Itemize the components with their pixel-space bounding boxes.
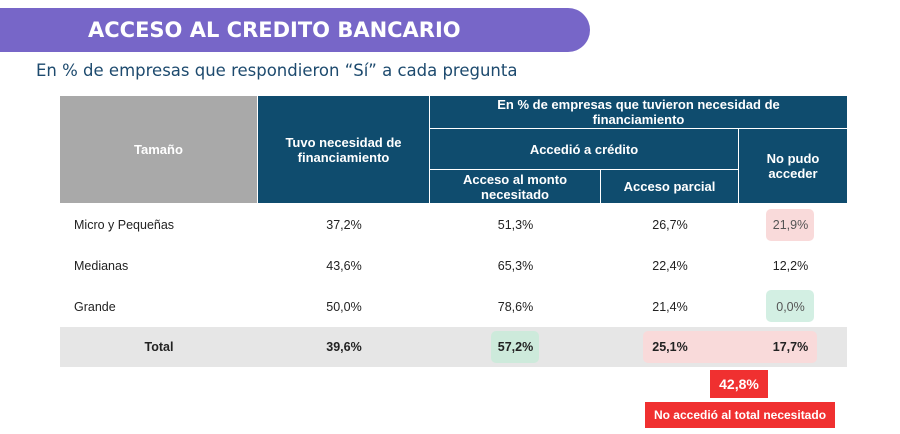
highlight-green	[766, 290, 814, 322]
header-group: En % de empresas que tuvieron necesidad …	[430, 96, 847, 129]
total-none: 17,7%	[772, 340, 809, 354]
total-size: Total	[144, 340, 174, 354]
cell-size: Grande	[74, 299, 116, 314]
cell-size: Micro y Pequeñas	[74, 217, 175, 232]
cell-none: 21,9%	[772, 217, 809, 232]
callout-value: 42,8%	[710, 370, 768, 398]
cell-partial: 21,4%	[652, 299, 688, 314]
cell-none: 0,0%	[776, 299, 805, 314]
header-accessed: Accedió a crédito	[430, 129, 739, 170]
header-partial: Acceso parcial	[601, 170, 739, 204]
total-need: 39,6%	[326, 340, 362, 354]
cell-partial: 26,7%	[652, 217, 688, 232]
total-full: 57,2%	[497, 340, 534, 354]
cell-need: 37,2%	[326, 217, 362, 232]
header-none: No pudo acceder	[739, 129, 847, 204]
callout-label: No accedió al total necesitado	[645, 402, 835, 428]
subtitle: En % de empresas que respondieron “Sí” a…	[36, 61, 518, 80]
cell-full: 51,3%	[497, 217, 534, 232]
cell-need: 43,6%	[326, 258, 362, 273]
highlight-pink	[643, 331, 817, 363]
cell-partial: 22,4%	[652, 258, 688, 273]
highlight-pink	[766, 209, 814, 241]
header-size: Tamaño	[60, 96, 258, 204]
title-banner: ACCESO AL CREDITO BANCARIO	[0, 8, 590, 52]
header-need: Tuvo necesidad de financiamiento	[258, 96, 430, 204]
cell-full: 78,6%	[497, 299, 534, 314]
cell-size: Medianas	[74, 258, 129, 273]
cell-full: 65,3%	[497, 258, 534, 273]
header-full: Acceso al monto necesitado	[430, 170, 601, 204]
cell-none: 12,2%	[772, 258, 809, 273]
highlight-green	[491, 331, 539, 363]
total-partial: 25,1%	[652, 340, 688, 354]
cell-need: 50,0%	[326, 299, 362, 314]
